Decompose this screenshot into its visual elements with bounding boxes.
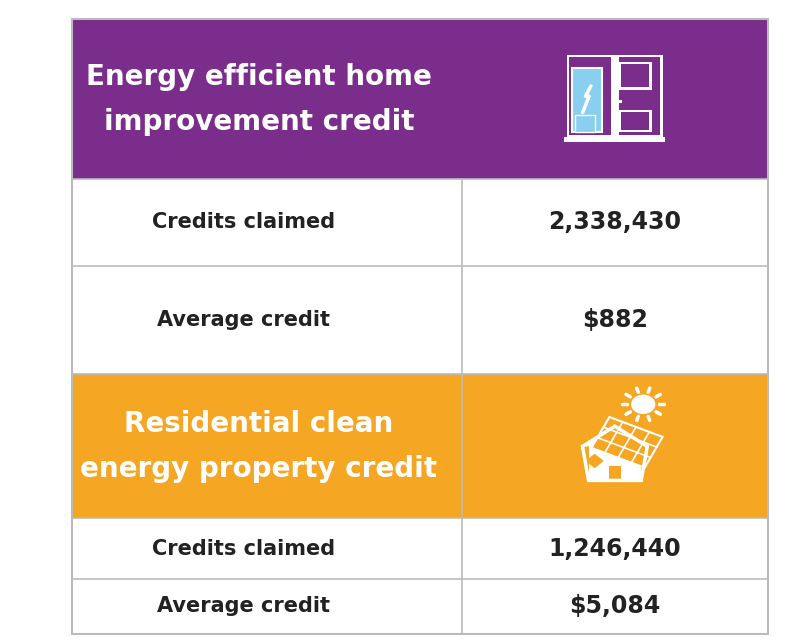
Bar [72,19,768,634]
Bar [618,110,652,132]
Text: 2,338,430: 2,338,430 [548,211,682,234]
Bar [575,115,595,132]
Bar [622,113,649,130]
Text: Residential clean: Residential clean [124,410,394,438]
Polygon shape [591,417,662,468]
Text: 1,246,440: 1,246,440 [549,537,681,561]
Bar [589,447,641,481]
Text: Energy efficient home: Energy efficient home [86,63,432,91]
Bar [72,374,768,518]
Text: improvement credit: improvement credit [104,108,414,136]
Bar [572,68,602,132]
Text: $5,084: $5,084 [570,595,661,618]
Bar [618,61,652,90]
Text: energy property credit: energy property credit [80,455,438,483]
Circle shape [631,395,655,414]
Text: $882: $882 [582,308,648,332]
Bar [570,57,661,135]
Bar [611,57,618,135]
Bar [564,137,666,142]
Bar [618,100,622,103]
Polygon shape [586,454,604,468]
Bar [72,266,768,374]
Text: Average credit: Average credit [157,596,330,616]
Bar [72,179,768,266]
Bar [609,466,621,481]
Bar [72,518,768,579]
Bar [72,579,768,634]
Text: Credits claimed: Credits claimed [152,212,335,232]
Bar [622,64,649,88]
Text: Average credit: Average credit [157,310,330,330]
Bar [72,19,768,179]
Text: Credits claimed: Credits claimed [152,539,335,559]
Polygon shape [582,426,647,447]
Bar [566,55,663,138]
